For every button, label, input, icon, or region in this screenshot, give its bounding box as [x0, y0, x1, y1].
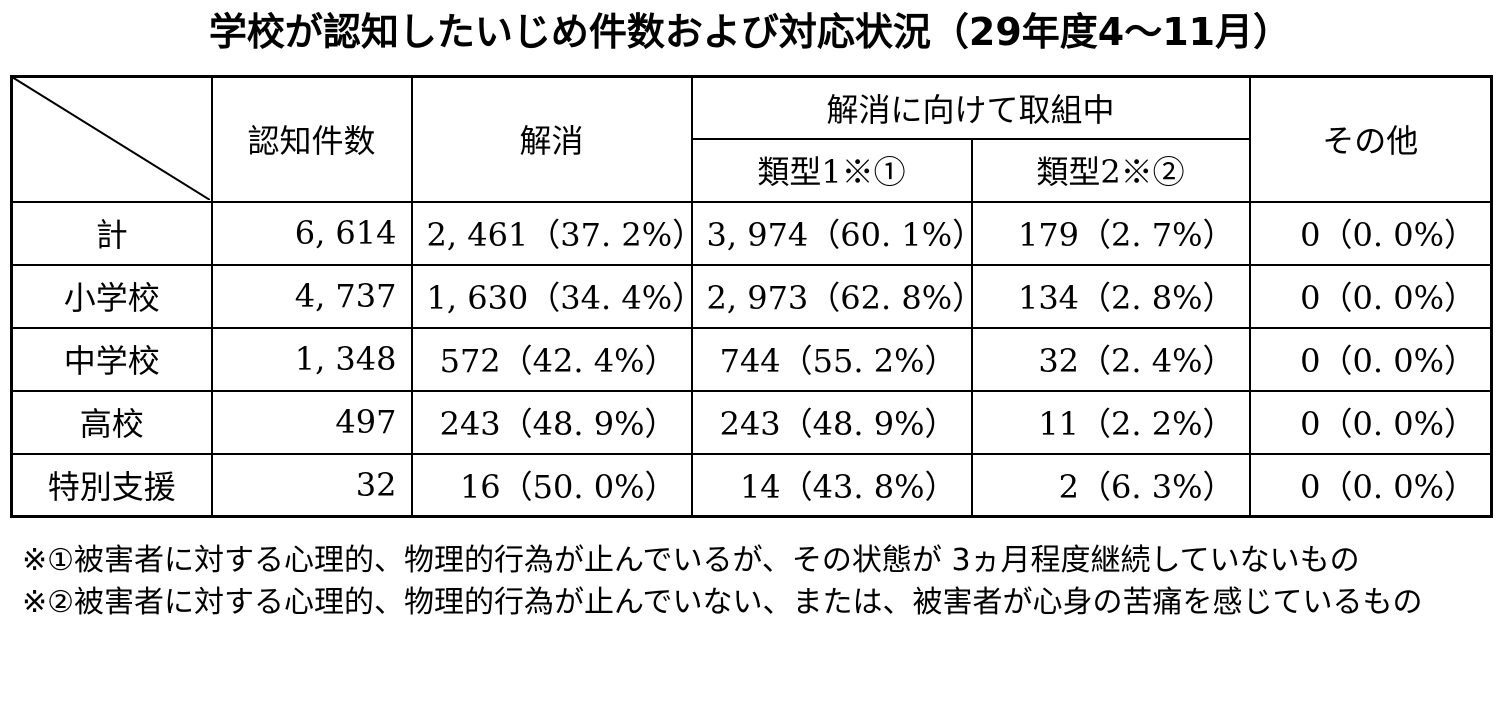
header-row: 認知件数 解消 解消に向けて取組中 その他 — [10, 75, 1493, 203]
cell: 2, 973（62. 8%） — [690, 263, 984, 329]
cell: 6, 614 — [210, 200, 413, 266]
cell: 134（2. 8%） — [970, 263, 1251, 329]
row-header: 中学校 — [10, 326, 213, 392]
column-header: 認知件数 — [210, 75, 413, 203]
cell: 2（6. 3%） — [970, 452, 1251, 518]
cell: 0（0. 0%） — [1248, 389, 1493, 455]
cell: 744（55. 2%） — [690, 326, 973, 392]
cell: 4, 737 — [210, 263, 413, 329]
cell: 243（48. 9%） — [690, 389, 973, 455]
cell: 243（48. 9%） — [410, 389, 693, 455]
table: 認知件数 解消 解消に向けて取組中 その他 類型1※① 類型2※② 計 6, 61… — [10, 75, 1494, 518]
cell: 14（43. 8%） — [690, 452, 973, 518]
table-body: 計 6, 614 2, 461（37. 2%） 3, 974（60. 1%） 179（2… — [10, 200, 1493, 518]
row-header: 計 — [10, 200, 213, 266]
column-header: その他 — [1248, 75, 1493, 203]
table-row: 小学校 4, 737 1, 630（34. 4%） 2, 973（62. 8%） 134… — [10, 263, 1493, 329]
header-row: 類型1※① 類型2※② — [12, 137, 1492, 203]
column-header: 解消に向けて取組中 — [690, 75, 1251, 140]
cell: 3, 974（60. 1%） — [690, 200, 984, 266]
cell: 16（50. 0%） — [410, 452, 693, 518]
subcolumn-header: 類型1※① — [690, 137, 973, 203]
cell: 32（2. 4%） — [970, 326, 1251, 392]
note: ※①被害者に対する心理的、物理的行為が止んでいるが、その状態が 3ヵ月程度継続し… — [22, 543, 1360, 578]
row-header: 小学校 — [10, 263, 213, 329]
cell: 572（42. 4%） — [410, 326, 693, 392]
note: ※②被害者に対する心理的、物理的行為が止んでいない、または、被害者が心身の苦痛を… — [22, 585, 1423, 620]
cell: 0（0. 0%） — [1248, 200, 1493, 266]
row-header: 高校 — [10, 389, 213, 455]
cell: 1, 348 — [210, 326, 413, 392]
table-row: 計 6, 614 2, 461（37. 2%） 3, 974（60. 1%） 179（2… — [10, 200, 1493, 266]
cell: 179（2. 7%） — [970, 200, 1251, 266]
cell: 0（0. 0%） — [1248, 452, 1493, 518]
diagonal — [11, 76, 210, 200]
table-row: 特別支援 32 16（50. 0%） 14（43. 8%） 2（6. 3%） 0（0. 0… — [10, 452, 1493, 518]
column-header: 解消 — [410, 75, 693, 203]
table-row: 高校 497 243（48. 9%） 243（48. 9%） 11（2. 2%） 0（0.… — [10, 389, 1493, 455]
cell: 32 — [210, 452, 413, 518]
cell: 0（0. 0%） — [1248, 326, 1493, 392]
cell: 1, 630（34. 4%） — [410, 263, 704, 329]
table-row: 中学校 1, 348 572（42. 4%） 744（55. 2%） 32（2. 4%）… — [10, 326, 1493, 392]
notes: ※①被害者に対する心理的、物理的行為が止んでいるが、その状態が 3ヵ月程度継続し… — [22, 540, 1472, 624]
cell: 2, 461（37. 2%） — [410, 200, 704, 266]
row-header: 特別支援 — [10, 452, 213, 518]
cell: 497 — [210, 389, 413, 455]
cell: 0（0. 0%） — [1248, 263, 1493, 329]
subcolumn-header: 類型2※② — [970, 137, 1251, 203]
title: 学校が認知したいじめ件数および対応状況（29年度4～11月） — [208, 10, 1292, 54]
cell: 11（2. 2%） — [970, 389, 1251, 455]
